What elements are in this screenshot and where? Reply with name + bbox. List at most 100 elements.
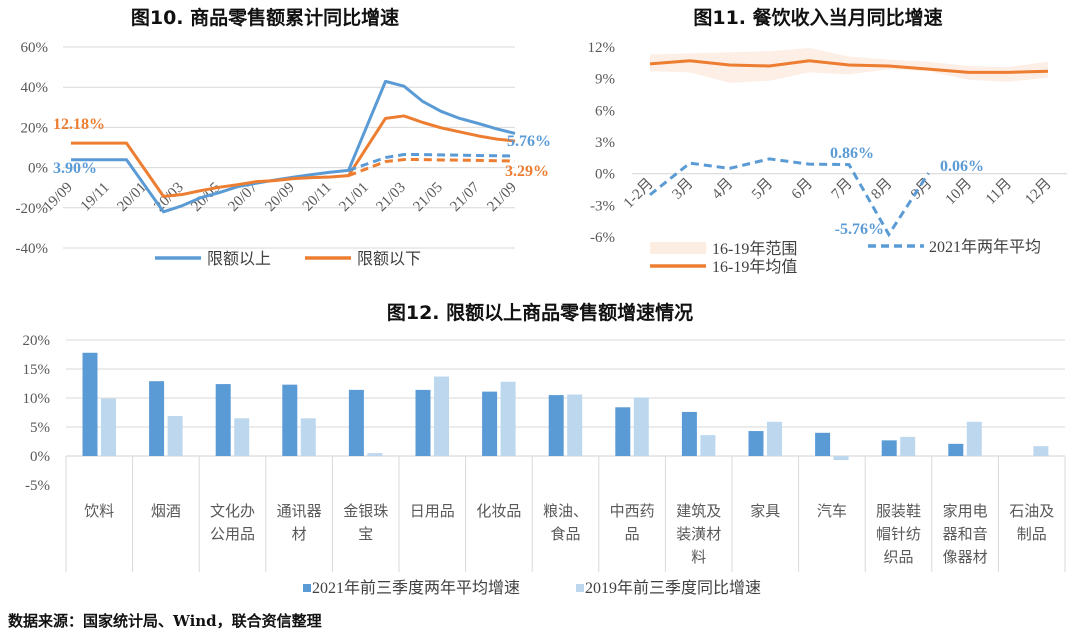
legend-swatch: [303, 584, 311, 592]
y-tick-label: 20%: [23, 333, 51, 349]
bar-2019: [300, 418, 316, 456]
chart10-title: 图10. 商品零售额累计同比增速: [131, 6, 399, 29]
label-line: 料: [691, 549, 706, 566]
label-line: 织品: [883, 549, 913, 566]
x-tick-label: 9月: [908, 176, 935, 203]
x-category-label: 中西药品: [610, 503, 655, 543]
label-line: 服装鞋: [876, 503, 921, 520]
data-label: 0.06%: [940, 158, 984, 175]
legend-label: 2021年两年平均: [929, 238, 1041, 256]
label-line: 制品: [1017, 526, 1047, 543]
bar-2021: [348, 389, 364, 456]
data-label: 3.90%: [53, 160, 97, 177]
bar-2019: [101, 398, 116, 456]
y-tick-label: -5%: [25, 478, 50, 494]
label-line: 像器材: [943, 549, 988, 566]
x-category-label: 文化办公用品: [210, 503, 255, 543]
label-line: 石油及: [1009, 503, 1054, 520]
x-tick-label: 5月: [749, 176, 776, 203]
bar-2021: [881, 440, 897, 456]
y-tick-label: 12%: [588, 40, 616, 56]
y-tick-label: 10%: [23, 391, 51, 407]
x-tick-label: 19/09: [40, 180, 75, 215]
label-line: 建筑及: [676, 503, 721, 520]
y-tick-label: 6%: [595, 103, 615, 119]
bar-2021: [482, 391, 498, 456]
x-category-label: 烟酒: [151, 503, 181, 520]
label-line: 装潢材: [676, 526, 721, 543]
bar-2021: [82, 352, 98, 456]
bar-2019: [833, 456, 849, 461]
y-tick-label: 20%: [21, 120, 49, 136]
x-tick-label: 6月: [789, 176, 816, 203]
x-tick-label: 21/01: [336, 180, 371, 215]
y-tick-label: 0%: [28, 161, 48, 177]
label-line: 家用电: [943, 503, 988, 520]
x-category-label: 建筑及装潢材料: [676, 503, 721, 566]
y-tick-label: 9%: [595, 72, 615, 88]
label-line: 化妆品: [476, 503, 521, 520]
legend-label: 2019年前三季度同比增速: [585, 579, 761, 597]
x-category-label: 服装鞋帽针纺织品: [876, 503, 921, 566]
legend-swatch: [650, 242, 706, 254]
label-line: 粮油、: [543, 503, 588, 520]
bar-2019: [700, 435, 716, 456]
bar-2021: [415, 389, 431, 456]
data-label: 5.76%: [507, 133, 551, 150]
y-tick-label: -20%: [16, 201, 49, 217]
x-tick-label: 7月: [829, 176, 856, 203]
x-category-label: 饮料: [84, 503, 114, 520]
x-tick-label: 21/09: [484, 180, 519, 215]
y-tick-label: -3%: [590, 198, 615, 214]
label-line: 文化办: [210, 503, 255, 520]
bar-2019: [434, 376, 449, 456]
chart10: 60%40%20%0%-20%-40%19/09 19/11 20/01 20/03 2…: [16, 40, 552, 268]
y-tick-label: 0%: [30, 449, 50, 465]
bar-2021: [215, 384, 231, 456]
y-tick-label: 15%: [23, 362, 51, 378]
label-line: 器和音: [943, 526, 988, 543]
x-tick-label: 21/07: [447, 179, 483, 215]
data-label: 3.29%: [505, 163, 549, 180]
bar-2019: [500, 381, 516, 456]
x-category-label: 通讯器材: [277, 503, 322, 543]
x-category-label: 石油及制品: [1009, 503, 1054, 543]
label-line: 日用品: [410, 503, 455, 520]
bar-2019: [367, 453, 383, 456]
label-line: 帽针纺: [876, 526, 921, 543]
bar-2019: [767, 421, 782, 456]
legend-label: 16-19年范围: [712, 240, 797, 258]
label-line: 材: [292, 526, 307, 543]
legend-swatch: [576, 584, 584, 592]
label-line: 饮料: [84, 503, 114, 520]
label-line: 汽车: [817, 503, 847, 520]
two-year-avg-line: [649, 157, 930, 238]
label-line: 中西药: [610, 503, 655, 520]
label-line: 烟酒: [151, 503, 181, 520]
chart12-title: 图12. 限额以上商品零售额增速情况: [387, 301, 693, 324]
bar-2019: [900, 436, 916, 456]
x-category-label: 日用品: [410, 503, 455, 520]
label-line: 通讯器: [277, 503, 322, 520]
bar-2021: [149, 381, 165, 456]
x-tick-label: 12月: [1022, 176, 1055, 209]
dashed-series-line: [348, 153, 516, 172]
x-category-label: 粮油、食品: [543, 503, 588, 543]
chart11: 12%9%6%3%0%-3%-6%1-2月 3月 4月 5月 6月 7月 8月 9月 10月 11…: [588, 40, 1067, 276]
label-line: 食品: [550, 526, 580, 543]
x-tick-label: 20/09: [262, 180, 297, 215]
x-tick-label: 21/03: [373, 180, 408, 215]
x-tick-label: 4月: [709, 176, 736, 203]
x-category-label: 家具: [750, 503, 780, 520]
source-note: 数据来源：国家统计局、Wind，联合资信整理: [8, 612, 322, 630]
bar-2021: [948, 443, 964, 456]
x-tick-label: 10月: [943, 176, 976, 209]
data-label: 0.86%: [830, 145, 874, 162]
x-tick-label: 19/11: [78, 180, 113, 215]
bar-2021: [282, 384, 298, 456]
x-category-label: 化妆品: [476, 503, 521, 520]
y-tick-label: 0%: [595, 167, 615, 183]
mean-line: [649, 59, 1049, 74]
